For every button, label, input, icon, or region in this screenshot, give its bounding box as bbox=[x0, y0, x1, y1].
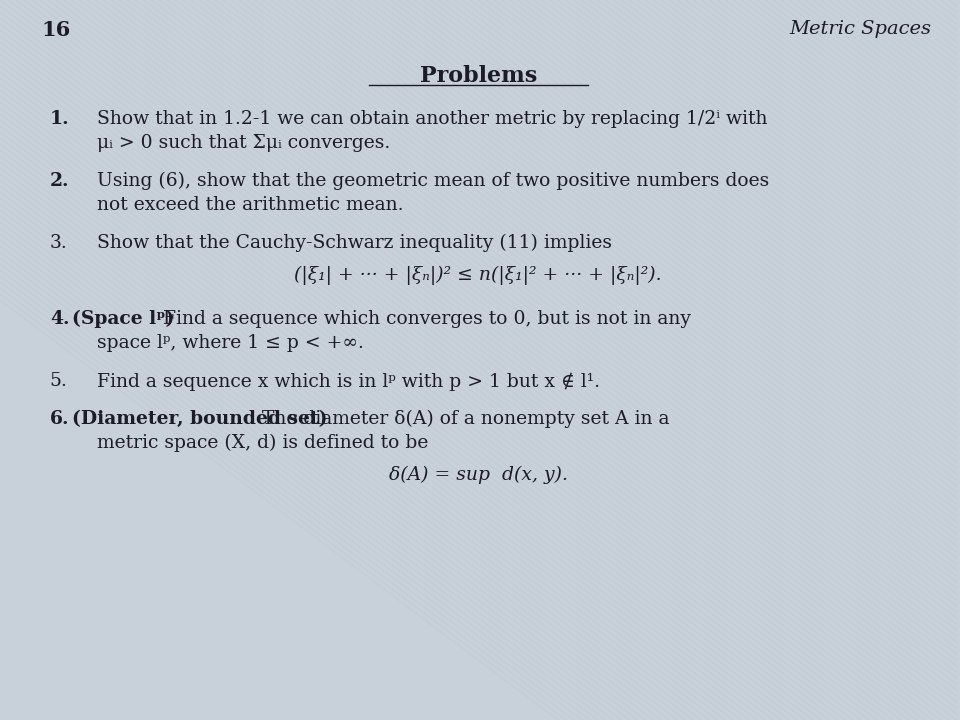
Text: metric space (X, d) is defined to be: metric space (X, d) is defined to be bbox=[97, 434, 428, 452]
Text: Metric Spaces: Metric Spaces bbox=[790, 20, 931, 38]
Text: 5.: 5. bbox=[50, 372, 68, 390]
Text: δ(A) = sup  d(x, y).: δ(A) = sup d(x, y). bbox=[389, 466, 567, 485]
Text: (|ξ₁| + ··· + |ξₙ|)² ≤ n(|ξ₁|² + ··· + |ξₙ|²).: (|ξ₁| + ··· + |ξₙ|)² ≤ n(|ξ₁|² + ··· + |… bbox=[295, 266, 662, 285]
Text: Find a sequence which converges to 0, but is not in any: Find a sequence which converges to 0, bu… bbox=[152, 310, 691, 328]
Text: (Diameter, bounded set): (Diameter, bounded set) bbox=[72, 410, 327, 428]
Text: 3.: 3. bbox=[50, 234, 67, 252]
Text: 6.: 6. bbox=[50, 410, 69, 428]
Text: Show that the Cauchy-Schwarz inequality (11) implies: Show that the Cauchy-Schwarz inequality … bbox=[97, 234, 612, 252]
Text: 2.: 2. bbox=[50, 172, 69, 190]
Text: (Space lᵖ): (Space lᵖ) bbox=[72, 310, 174, 328]
Text: Using (6), show that the geometric mean of two positive numbers does: Using (6), show that the geometric mean … bbox=[97, 172, 769, 190]
Text: The diameter δ(A) of a nonempty set A in a: The diameter δ(A) of a nonempty set A in… bbox=[250, 410, 669, 428]
Text: 4.: 4. bbox=[50, 310, 69, 328]
Text: μᵢ > 0 such that Σμᵢ converges.: μᵢ > 0 such that Σμᵢ converges. bbox=[97, 134, 390, 152]
Text: not exceed the arithmetic mean.: not exceed the arithmetic mean. bbox=[97, 196, 403, 214]
Text: 1.: 1. bbox=[50, 110, 69, 128]
Text: Find a sequence x which is in lᵖ with p > 1 but x ∉ l¹.: Find a sequence x which is in lᵖ with p … bbox=[97, 372, 600, 390]
Text: space lᵖ, where 1 ≤ p < +∞.: space lᵖ, where 1 ≤ p < +∞. bbox=[97, 334, 364, 352]
Text: Problems: Problems bbox=[420, 65, 537, 87]
Text: 16: 16 bbox=[42, 20, 71, 40]
Text: Show that in 1.2-1 we can obtain another metric by replacing 1/2ⁱ with: Show that in 1.2-1 we can obtain another… bbox=[97, 110, 767, 128]
